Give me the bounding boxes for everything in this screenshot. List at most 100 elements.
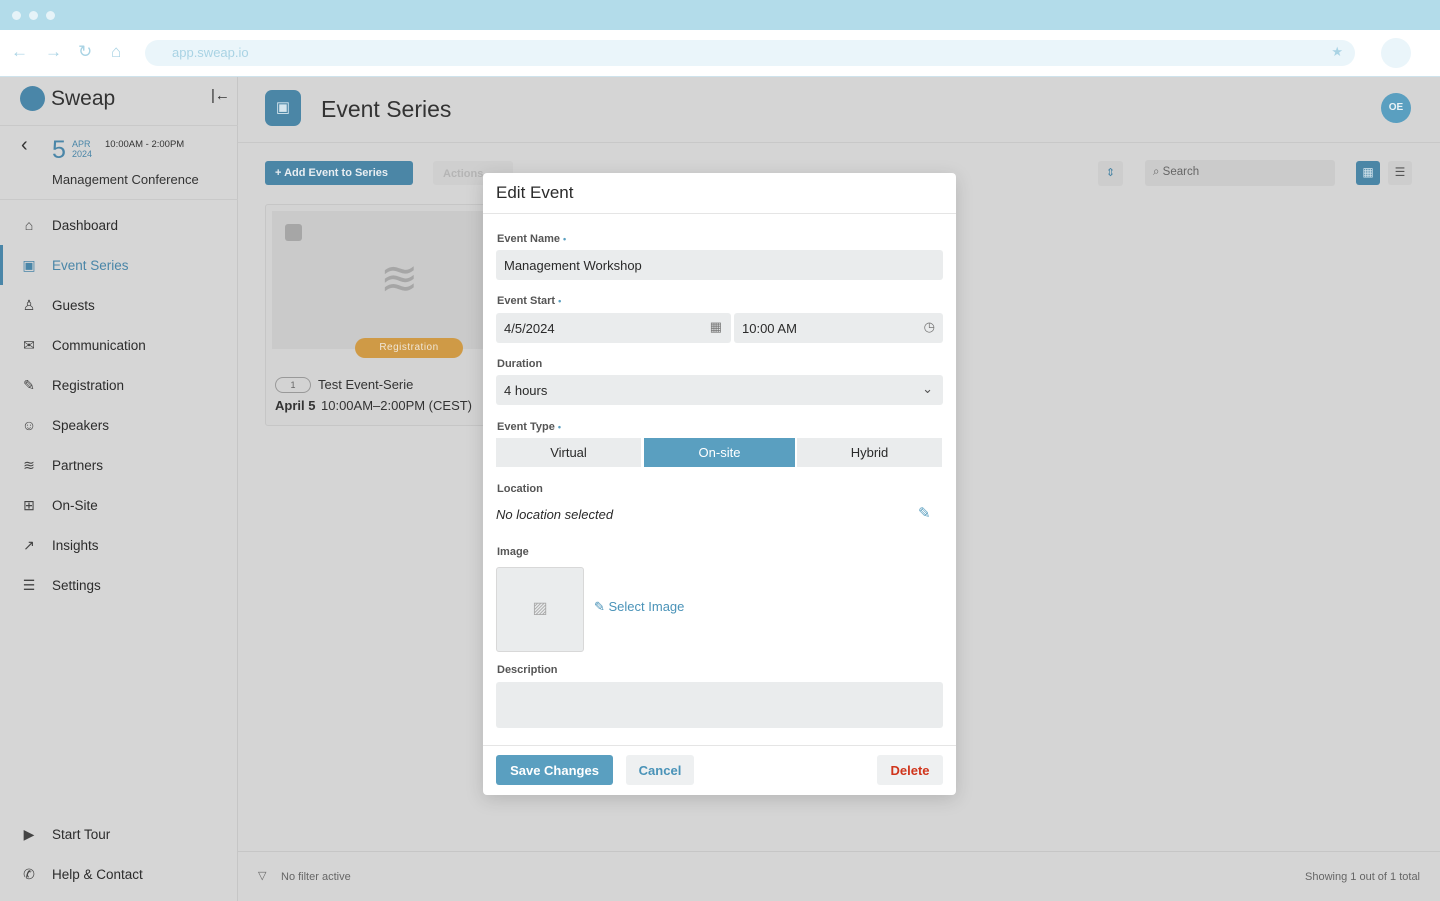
forward-icon[interactable]: → bbox=[45, 42, 62, 61]
sweap-logo-icon bbox=[20, 86, 45, 111]
mail-icon: ✉ bbox=[23, 336, 35, 353]
dialog-title: Edit Event bbox=[483, 173, 956, 214]
sidebar-item-speakers[interactable]: ☺ Speakers bbox=[0, 405, 237, 445]
grid-view-icon[interactable]: ▦ bbox=[1356, 161, 1380, 185]
logo: Sweap bbox=[20, 86, 115, 111]
calendar-icon: ▣ bbox=[22, 256, 36, 273]
event-type-label-text: Event Type bbox=[497, 421, 555, 433]
sidebar-item-registration[interactable]: ✎ Registration bbox=[0, 365, 237, 405]
address-bar: ← → ↻ ⌂ app.sweap.io ★ bbox=[0, 30, 1440, 77]
description-input[interactable] bbox=[496, 682, 943, 728]
window-dot[interactable] bbox=[46, 11, 55, 20]
sidebar-item-help-contact[interactable]: ✆ Help & Contact bbox=[0, 854, 237, 894]
calendar-icon: ▣ bbox=[265, 90, 301, 126]
clock-icon[interactable]: ◷ bbox=[923, 319, 935, 334]
guests-icon: ♙ bbox=[22, 296, 36, 313]
url-text: app.sweap.io bbox=[172, 45, 249, 60]
select-image-label: Select Image bbox=[608, 599, 685, 614]
event-start-label-text: Event Start bbox=[497, 295, 556, 307]
main-content: ▣ Event Series OE + Add Event to Series … bbox=[238, 77, 1440, 901]
sidebar-item-settings[interactable]: ☰ Settings bbox=[0, 565, 237, 605]
add-event-label: Add Event to Series bbox=[284, 167, 388, 179]
search-input[interactable]: ⌕ Search bbox=[1145, 160, 1335, 186]
sidebar-item-label: Registration bbox=[52, 377, 125, 393]
speaker-icon: ☺ bbox=[21, 417, 37, 433]
date-value: 4/5/2024 bbox=[504, 321, 555, 336]
edit-event-dialog: Edit Event Event Name • Management Worksh… bbox=[483, 173, 956, 795]
home-icon[interactable]: ⌂ bbox=[111, 42, 122, 61]
sidebar-item-label: Communication bbox=[52, 337, 146, 353]
event-name-input[interactable]: Management Workshop bbox=[496, 250, 943, 280]
event-name-label-text: Event Name bbox=[497, 233, 560, 245]
location-label: Location bbox=[497, 483, 543, 495]
play-icon: ▶ bbox=[23, 825, 35, 842]
type-onsite-button[interactable]: On-site bbox=[644, 438, 795, 467]
sidebar-item-on-site[interactable]: ⊞ On-Site bbox=[0, 485, 237, 525]
event-year: 2024 bbox=[72, 149, 93, 159]
actions-label: Actions bbox=[443, 168, 484, 180]
sort-icon[interactable]: ⇕ bbox=[1098, 161, 1123, 186]
sidebar-item-label: Guests bbox=[52, 297, 95, 313]
back-chevron-icon[interactable]: ‹ bbox=[21, 134, 28, 156]
user-avatar[interactable]: OE bbox=[1381, 93, 1411, 123]
sidebar-item-partners[interactable]: ≋ Partners bbox=[0, 445, 237, 485]
series-date: April 5 bbox=[275, 398, 316, 413]
sidebar-item-insights[interactable]: ↗ Insights bbox=[0, 525, 237, 565]
event-card[interactable]: ≋ Registration 1 Test Event-Serie April … bbox=[265, 204, 495, 426]
window-dot[interactable] bbox=[29, 11, 38, 20]
filter-status: No filter active bbox=[281, 871, 351, 883]
reload-icon[interactable]: ↻ bbox=[78, 42, 93, 61]
bookmark-star-icon[interactable]: ★ bbox=[1331, 44, 1343, 59]
duration-value: 4 hours bbox=[504, 383, 548, 398]
description-label: Description bbox=[497, 664, 558, 676]
save-changes-button[interactable]: Save Changes bbox=[496, 755, 613, 785]
image-placeholder-icon[interactable]: ▨ bbox=[496, 567, 584, 652]
search-icon: ⌕ bbox=[1153, 166, 1160, 178]
collapse-sidebar-icon[interactable]: |← bbox=[211, 87, 230, 104]
add-event-button[interactable]: + Add Event to Series bbox=[265, 161, 413, 185]
status-badge: Registration bbox=[355, 338, 463, 358]
type-hybrid-button[interactable]: Hybrid bbox=[797, 438, 942, 467]
browser-profile[interactable] bbox=[1381, 38, 1411, 68]
chevron-down-icon: ⌄ bbox=[922, 381, 933, 396]
back-icon[interactable]: ← bbox=[11, 42, 28, 61]
event-start-label: Event Start • bbox=[497, 295, 562, 307]
sidebar-item-label: Help & Contact bbox=[52, 866, 143, 882]
sidebar-item-start-tour[interactable]: ▶ Start Tour bbox=[0, 814, 237, 854]
edit-location-icon[interactable]: ✎ bbox=[918, 505, 931, 522]
location-value: No location selected bbox=[496, 507, 614, 522]
sidebar-item-label: Event Series bbox=[52, 257, 129, 273]
time-input[interactable]: 10:00 AM ◷ bbox=[734, 313, 943, 343]
calendar-icon[interactable]: ▦ bbox=[709, 319, 722, 334]
window-dot[interactable] bbox=[12, 11, 21, 20]
duration-label: Duration bbox=[497, 358, 543, 370]
sidebar-item-dashboard[interactable]: ⌂ Dashboard bbox=[0, 205, 237, 245]
series-name: Test Event-Serie bbox=[318, 377, 414, 392]
delete-button[interactable]: Delete bbox=[877, 755, 943, 785]
duration-select[interactable]: 4 hours ⌄ bbox=[496, 375, 943, 405]
event-time: 10:00AM - 2:00PM bbox=[105, 139, 185, 150]
sidebar-item-communication[interactable]: ✉ Communication bbox=[0, 325, 237, 365]
filter-icon[interactable]: ▽ bbox=[258, 870, 267, 882]
type-virtual-button[interactable]: Virtual bbox=[496, 438, 641, 467]
time-value: 10:00 AM bbox=[742, 321, 797, 336]
list-view-icon[interactable]: ☰ bbox=[1388, 161, 1412, 185]
series-time: 10:00AM–2:00PM (CEST) bbox=[321, 398, 473, 413]
url-field[interactable]: app.sweap.io ★ bbox=[145, 40, 1355, 66]
sidebar-item-label: Dashboard bbox=[52, 217, 119, 233]
home-icon: ⌂ bbox=[24, 217, 34, 233]
browser-titlebar bbox=[0, 0, 1440, 30]
sidebar-item-event-series[interactable]: ▣ Event Series bbox=[0, 245, 237, 285]
cancel-button[interactable]: Cancel bbox=[626, 755, 694, 785]
layers-icon: ≋ bbox=[380, 252, 419, 304]
sidebar-item-guests[interactable]: ♙ Guests bbox=[0, 285, 237, 325]
chart-icon: ↗ bbox=[23, 536, 35, 553]
event-month: APR bbox=[72, 139, 91, 149]
sidebar-item-label: Settings bbox=[52, 577, 101, 593]
select-image-button[interactable]: ✎ Select Image bbox=[594, 599, 685, 614]
date-input[interactable]: 4/5/2024 ▦ bbox=[496, 313, 731, 343]
image-label: Image bbox=[497, 546, 529, 558]
card-checkbox[interactable] bbox=[285, 224, 302, 241]
handshake-icon: ≋ bbox=[23, 456, 35, 473]
event-count-badge: 1 bbox=[275, 377, 311, 393]
